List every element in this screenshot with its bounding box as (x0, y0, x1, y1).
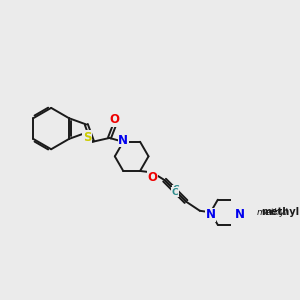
Text: methyl: methyl (256, 208, 288, 217)
Text: S: S (83, 131, 91, 144)
Text: C: C (172, 185, 179, 194)
Text: N: N (118, 134, 128, 147)
Text: O: O (147, 171, 157, 184)
Text: C: C (172, 188, 178, 197)
Text: O: O (110, 113, 120, 126)
Text: methyl: methyl (261, 207, 299, 217)
Text: N: N (206, 208, 215, 221)
Text: N: N (206, 208, 215, 221)
Text: N: N (235, 208, 244, 221)
